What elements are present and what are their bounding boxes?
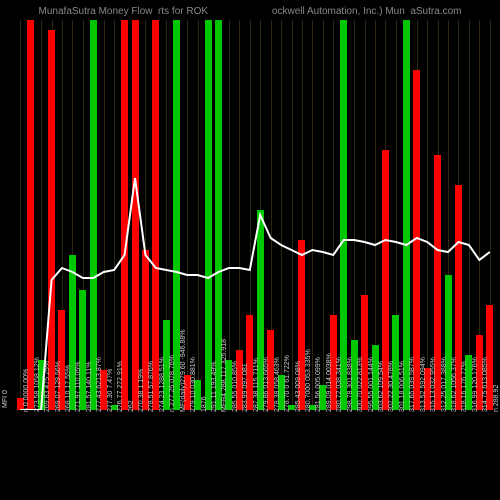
- x-tick-label: 277.43 6213.87%: [96, 357, 103, 412]
- x-tick-label: 283.99 097.081: [242, 363, 249, 412]
- x-tick-label: 279.86 013.665%: [263, 357, 270, 412]
- x-tick-label: 278.38 058.463%: [274, 357, 281, 412]
- x-tick-label: 302.22 30.478%: [388, 361, 395, 412]
- x-tick-label: 274.23 1288.51%: [159, 357, 166, 412]
- x-tick-label: 277.30 7.47%: [107, 369, 114, 412]
- x-tick-label: 270.38 1.19%: [138, 369, 145, 412]
- x-tick-label: 285.55 010.85%: [232, 361, 239, 412]
- x-tick-label: 276.77 272.91%: [117, 361, 124, 412]
- bar: [90, 20, 97, 410]
- plot-area: [15, 20, 495, 410]
- x-tick-label: 278.51 57.876%: [148, 361, 155, 412]
- gridline: [292, 20, 293, 410]
- x-tick-label: 318.62 1056.37%: [451, 357, 458, 412]
- x-tick-label: 289.09 014 0038%: [326, 353, 333, 412]
- x-tick-label: 314.75 613.085%: [482, 357, 489, 412]
- x-tick-label: 280.7000 053.335%: [305, 349, 312, 412]
- gridline: [198, 20, 199, 410]
- bar: [205, 20, 212, 410]
- x-tick-label: 287.38 115.711%: [253, 358, 260, 412]
- gridline: [323, 20, 324, 410]
- x-tick-label: 273.58 1058.12%: [34, 357, 41, 412]
- gridline: [229, 20, 230, 410]
- x-tick-label: 269.83 475.25%: [44, 361, 51, 412]
- x-tick-label: 300.70 022.813%: [357, 357, 364, 412]
- x-tick-label: 278.70 0 61.722%: [284, 355, 291, 412]
- x-axis-labels: n 0 0000.00%273.58 1058.12%269.83 475.25…: [15, 410, 495, 500]
- x-tick-label: 318.16 176.77%: [461, 361, 468, 412]
- x-tick-label: 303.62 109.54%: [378, 361, 385, 412]
- x-tick-label: 291.11 193.49%: [211, 362, 218, 412]
- gridline: [20, 20, 21, 410]
- x-tick-label: 285.43 009.08%: [295, 361, 302, 412]
- x-tick-label: MFR4 288.117 325.918: [221, 339, 228, 412]
- gridline: [187, 20, 188, 410]
- x-tick-label: 317.65 039.587%: [409, 357, 416, 412]
- bar: [132, 20, 139, 410]
- x-tick-label: 295.55 001.144%: [368, 357, 375, 412]
- bar: [340, 20, 347, 410]
- x-tick-label: 271.97 110.05%: [75, 362, 82, 412]
- x-tick-label: 298.78 301.838%: [347, 357, 354, 412]
- x-tick-label: 280.72 038.341%: [336, 357, 343, 412]
- x-tick-label: 301.18 006.51%: [399, 361, 406, 412]
- x-tick-label: 315.13 032.955%: [430, 357, 437, 412]
- x-tick-label: 268.10 17.55%: [65, 365, 72, 412]
- x-tick-label: 281.56 005.099%: [315, 357, 322, 412]
- x-tick-label: 269.07 129.56%: [55, 361, 62, 412]
- gridline: [427, 20, 428, 410]
- chart-title: MunafaSutra Money Flow rts for ROK ockwe…: [0, 6, 500, 17]
- gridline: [281, 20, 282, 410]
- x-tick-label: n 277.25 078.76%: [169, 355, 176, 412]
- bar: [152, 20, 159, 410]
- bar: [403, 20, 410, 410]
- gridline: [41, 20, 42, 410]
- x-tick-label: 262: [128, 400, 135, 412]
- x-tick-label: 1876: [201, 396, 208, 412]
- gridline: [312, 20, 313, 410]
- x-tick-label: 279.10 030.881%: [190, 357, 197, 412]
- y-axis-label: MFI 0: [2, 390, 9, 408]
- gridline: [469, 20, 470, 410]
- x-tick-label: 312.25 017.388%: [441, 357, 448, 412]
- gridline: [104, 20, 105, 410]
- x-tick-label: 281.57 140.11%: [86, 362, 93, 412]
- gridline: [114, 20, 115, 410]
- bar: [121, 20, 128, 410]
- bar: [48, 30, 55, 410]
- x-tick-label: 316.99 120.176%: [472, 357, 479, 412]
- x-tick-label: n 288.92: [493, 385, 500, 412]
- x-tick-label: n 0 0000.00%: [23, 369, 30, 412]
- x-tick-label: 313.52 592.094%: [420, 357, 427, 412]
- bar: [27, 20, 34, 410]
- x-tick-label: MF(daily)279.60 -946.88%: [180, 330, 187, 413]
